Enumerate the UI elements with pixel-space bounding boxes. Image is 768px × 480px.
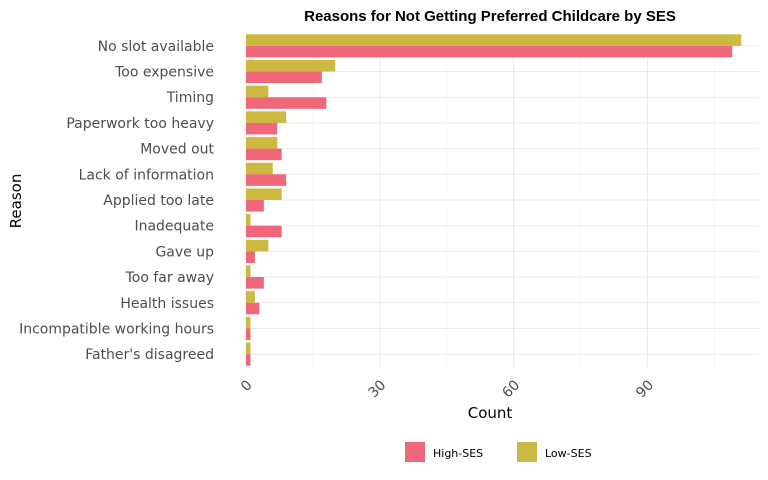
bar-high-ses: [246, 122, 278, 135]
bar-low-ses: [246, 291, 255, 303]
category-label: Applied too late: [103, 193, 214, 209]
bar-high-ses: [246, 225, 282, 238]
x-tick-label: 90: [633, 377, 657, 401]
bar-low-ses: [246, 111, 287, 123]
bar-high-ses: [246, 251, 255, 263]
bar-high-ses: [246, 97, 327, 109]
y-axis-title: Reason: [7, 174, 25, 229]
x-tick-labels: 0 30 60 90: [238, 377, 657, 401]
category-label: Too expensive: [114, 65, 214, 81]
category-label: Moved out: [140, 142, 214, 158]
bar-low-ses: [246, 316, 251, 329]
bar-low-ses: [246, 342, 251, 355]
bar-high-ses: [246, 354, 251, 366]
category-label: Father's disagreed: [85, 347, 214, 363]
category-label: Too far away: [125, 270, 214, 286]
bar-low-ses: [246, 162, 273, 175]
bar-low-ses: [246, 59, 336, 72]
category-label: Incompatible working hours: [19, 321, 214, 337]
category-label: Paperwork too heavy: [66, 116, 214, 132]
bar-low-ses: [246, 34, 742, 46]
bar-high-ses: [246, 328, 251, 341]
x-tick-label: 60: [499, 377, 523, 401]
bar-low-ses: [246, 85, 269, 98]
legend-label: Low-SES: [545, 447, 592, 460]
x-tick-label: 30: [366, 377, 390, 401]
legend: High-SES Low-SES: [405, 442, 592, 462]
bars: [246, 34, 742, 366]
bar-low-ses: [246, 188, 282, 200]
legend-label: High-SES: [433, 447, 483, 460]
category-label: Health issues: [120, 296, 214, 312]
bar-high-ses: [246, 45, 733, 58]
category-label: Inadequate: [134, 219, 214, 235]
category-label: No slot available: [98, 39, 214, 55]
category-label: Lack of information: [79, 167, 214, 183]
legend-swatch: [405, 442, 425, 462]
category-labels: No slot available Too expensive Timing Pape…: [19, 39, 214, 363]
bar-high-ses: [246, 71, 322, 84]
x-axis-title: Count: [468, 404, 513, 422]
grid-lines: [245, 33, 759, 367]
legend-swatch: [517, 442, 537, 462]
bar-low-ses: [246, 239, 269, 252]
category-label: Gave up: [155, 244, 214, 260]
bar-high-ses: [246, 200, 264, 212]
category-label: Timing: [166, 90, 214, 106]
bar-low-ses: [246, 265, 251, 278]
bar-high-ses: [246, 174, 287, 186]
bar-high-ses: [246, 148, 282, 161]
chart-title: Reasons for Not Getting Preferred Childc…: [304, 8, 676, 25]
bar-high-ses: [246, 277, 264, 289]
bar-high-ses: [246, 302, 260, 315]
x-tick-label: 0: [238, 377, 256, 395]
bar-low-ses: [246, 137, 278, 149]
bar-low-ses: [246, 214, 251, 226]
